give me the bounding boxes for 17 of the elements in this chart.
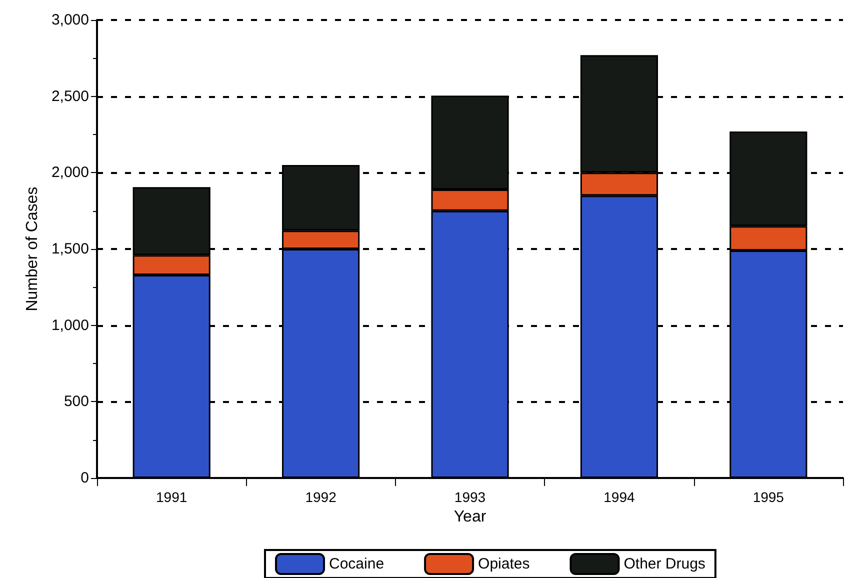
x-tick-label: 1994 [604, 489, 635, 505]
y-tick-label: 1,000 [51, 316, 89, 334]
x-tick-label: 1995 [752, 489, 784, 505]
y-tick-label: 2,500 [51, 88, 89, 105]
x-axis-title: Year [454, 508, 487, 526]
legend-label: Other Drugs [624, 556, 706, 572]
x-tick-label: 1991 [156, 489, 188, 505]
legend-label: Cocaine [329, 556, 384, 572]
legend-label: Opiates [478, 556, 530, 572]
y-tick-label: 2,000 [51, 164, 89, 182]
x-tick-label: 1993 [454, 489, 486, 505]
x-tick-label: 1992 [305, 489, 337, 505]
y-tick-label: 1,500 [51, 240, 89, 258]
y-tick-label: 500 [64, 393, 89, 410]
y-axis-title: Number of Cases [24, 186, 42, 312]
y-tick-label: 0 [80, 470, 89, 486]
y-tick-label: 3,000 [51, 12, 89, 28]
